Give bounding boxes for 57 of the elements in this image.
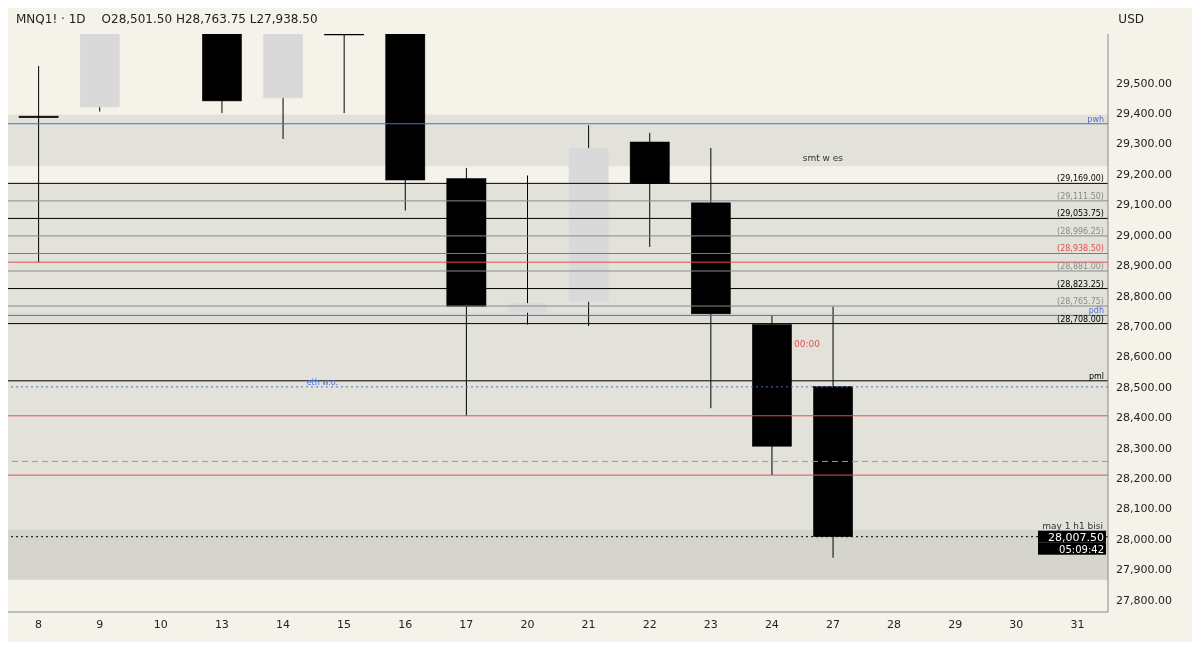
y-axis-title: USD <box>1118 12 1144 26</box>
y-tick-label: 28,500.00 <box>1116 380 1172 394</box>
x-tick-label: 9 <box>96 617 104 631</box>
ref-line-label: (29,053.75) <box>1057 209 1104 219</box>
x-tick-label: 28 <box>887 617 902 631</box>
y-tick-label: 28,800.00 <box>1116 289 1172 303</box>
x-tick-label: 30 <box>1009 617 1024 631</box>
x-tick-label: 16 <box>398 617 413 631</box>
x-tick-label: 17 <box>459 617 474 631</box>
y-tick-label: 29,500.00 <box>1116 76 1172 90</box>
x-tick-label: 29 <box>948 617 963 631</box>
x-tick-label: 8 <box>35 617 43 631</box>
y-tick-label: 28,900.00 <box>1116 259 1172 273</box>
x-tick-label: 14 <box>276 617 290 631</box>
x-tick-label: 23 <box>703 617 718 631</box>
band-label: may 1 h1 bisi <box>1042 521 1103 532</box>
y-tick-label: 27,800.00 <box>1116 593 1172 607</box>
chart-subtitle: O28,501.50 H28,763.75 L27,938.50 <box>101 12 318 26</box>
y-tick-label: 29,100.00 <box>1116 198 1172 212</box>
ref-line-label: pml <box>1088 371 1104 381</box>
x-tick-label: 27 <box>826 617 840 631</box>
x-tick-label: 24 <box>764 617 779 631</box>
ref-line-label: 28,007.50 <box>1048 530 1104 544</box>
y-tick-label: 29,400.00 <box>1116 107 1172 120</box>
ref-line-label: (28,765.75) <box>1057 297 1104 307</box>
y-tick-label: 28,000.00 <box>1116 532 1172 546</box>
ref-line-label: (28,881.00) <box>1057 261 1104 271</box>
x-tick-label: 31 <box>1070 617 1085 631</box>
y-tick-label: 28,400.00 <box>1116 411 1172 425</box>
ref-line-label: (28,996.25) <box>1057 226 1104 236</box>
x-tick-label: 13 <box>214 617 229 631</box>
x-tick-label: 15 <box>337 617 352 631</box>
y-tick-label: 28,100.00 <box>1116 502 1172 516</box>
y-tick-label: 28,600.00 <box>1116 350 1172 364</box>
x-tick-label: 21 <box>581 617 596 631</box>
ref-line-label: (29,169.00) <box>1057 174 1104 184</box>
x-tick-label: 20 <box>520 617 535 631</box>
y-tick-label: 28,700.00 <box>1116 319 1172 333</box>
y-tick-label: 29,000.00 <box>1116 228 1172 242</box>
y-tick-label: 29,200.00 <box>1116 167 1172 181</box>
ref-line-label: pdh <box>1088 306 1104 316</box>
y-tick-label: 29,300.00 <box>1116 137 1172 151</box>
candlestick <box>324 34 365 114</box>
chart-title: MNQ1! · 1D <box>16 12 86 26</box>
y-tick-label: 28,200.00 <box>1116 472 1172 486</box>
ref-line-label: (28,823.25) <box>1057 279 1104 289</box>
ref-line-label: (28,708.00) <box>1057 314 1104 324</box>
annotation: 00:00 <box>794 339 821 350</box>
ref-line-label: (29,111.50) <box>1057 191 1104 201</box>
annotation: 05:09:42 <box>1059 543 1104 555</box>
y-tick-label: 27,900.00 <box>1116 563 1172 577</box>
ref-line-label: pwh <box>1087 114 1104 124</box>
band-label: smt w es <box>802 153 844 164</box>
x-tick-label: 10 <box>153 617 168 631</box>
x-tick-label: 22 <box>642 617 657 631</box>
ref-line-label: (28,938.50) <box>1057 244 1104 254</box>
y-tick-label: 28,300.00 <box>1116 441 1172 455</box>
